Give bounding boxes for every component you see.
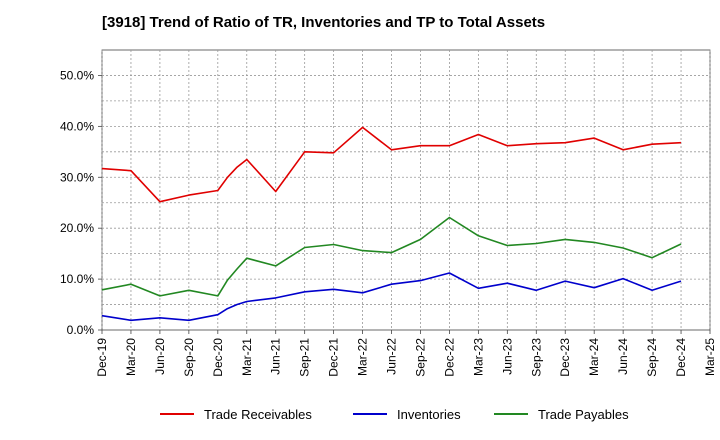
- x-tick-label: Mar-25: [703, 338, 717, 376]
- y-tick-label: 10.0%: [60, 272, 94, 286]
- x-tick-label: Dec-23: [558, 338, 572, 377]
- x-tick-label: Jun-24: [616, 338, 630, 375]
- x-tick-label: Mar-23: [471, 338, 485, 376]
- x-tick-label: Dec-21: [327, 338, 341, 377]
- y-tick-label: 50.0%: [60, 68, 94, 82]
- y-tick-label: 0.0%: [67, 323, 95, 337]
- x-tick-label: Sep-21: [298, 338, 312, 377]
- series-line: [101, 272, 682, 322]
- series-line: [101, 216, 682, 297]
- x-tick-label: Jun-21: [269, 338, 283, 375]
- y-tick-label: 30.0%: [60, 170, 94, 184]
- x-tick-label: Jun-20: [153, 338, 167, 375]
- x-tick-label: Mar-24: [587, 338, 601, 376]
- x-tick-label: Dec-22: [442, 338, 456, 377]
- legend-label: Inventories: [397, 407, 461, 422]
- chart-title: [3918] Trend of Ratio of TR, Inventories…: [102, 14, 546, 31]
- x-tick-label: Sep-22: [413, 338, 427, 377]
- x-tick-label: Mar-21: [240, 338, 254, 376]
- x-tick-label: Mar-20: [124, 338, 138, 376]
- legend-label: Trade Receivables: [204, 407, 312, 422]
- x-axis-ticks: Dec-19 Mar-20 Jun-20 Sep-20 Dec-20 Mar-21 Jun-…: [95, 330, 717, 377]
- series-line: [101, 126, 682, 203]
- plot-area: [101, 49, 711, 331]
- x-tick-label: Jun-23: [500, 338, 514, 375]
- x-tick-label: Dec-19: [95, 338, 109, 377]
- x-tick-label: Dec-24: [674, 338, 688, 377]
- series-lines: [101, 126, 682, 322]
- legend: Trade Receivables Inventories Trade Payabl…: [160, 407, 629, 422]
- y-tick-label: 40.0%: [60, 119, 94, 133]
- legend-label: Trade Payables: [538, 407, 629, 422]
- y-tick-label: 20.0%: [60, 221, 94, 235]
- x-tick-label: Jun-22: [385, 338, 399, 375]
- x-tick-label: Sep-24: [645, 338, 659, 377]
- x-tick-label: Dec-20: [211, 338, 225, 377]
- x-tick-label: Mar-22: [356, 338, 370, 376]
- x-tick-label: Sep-23: [529, 338, 543, 377]
- x-tick-label: Sep-20: [182, 338, 196, 377]
- grid-lines: [101, 50, 711, 330]
- y-axis-ticks: 0.0% 10.0% 20.0% 30.0% 40.0% 50.0%: [60, 68, 102, 337]
